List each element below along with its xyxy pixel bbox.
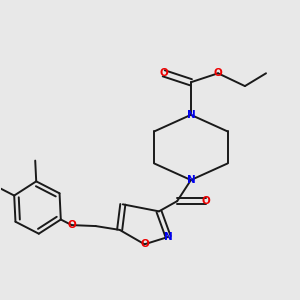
Text: O: O <box>67 220 76 230</box>
Text: O: O <box>214 68 222 78</box>
Text: N: N <box>187 175 195 185</box>
Text: N: N <box>187 110 195 120</box>
Text: O: O <box>202 196 210 206</box>
Text: N: N <box>164 232 172 242</box>
Text: O: O <box>140 239 149 249</box>
Text: O: O <box>159 68 168 78</box>
